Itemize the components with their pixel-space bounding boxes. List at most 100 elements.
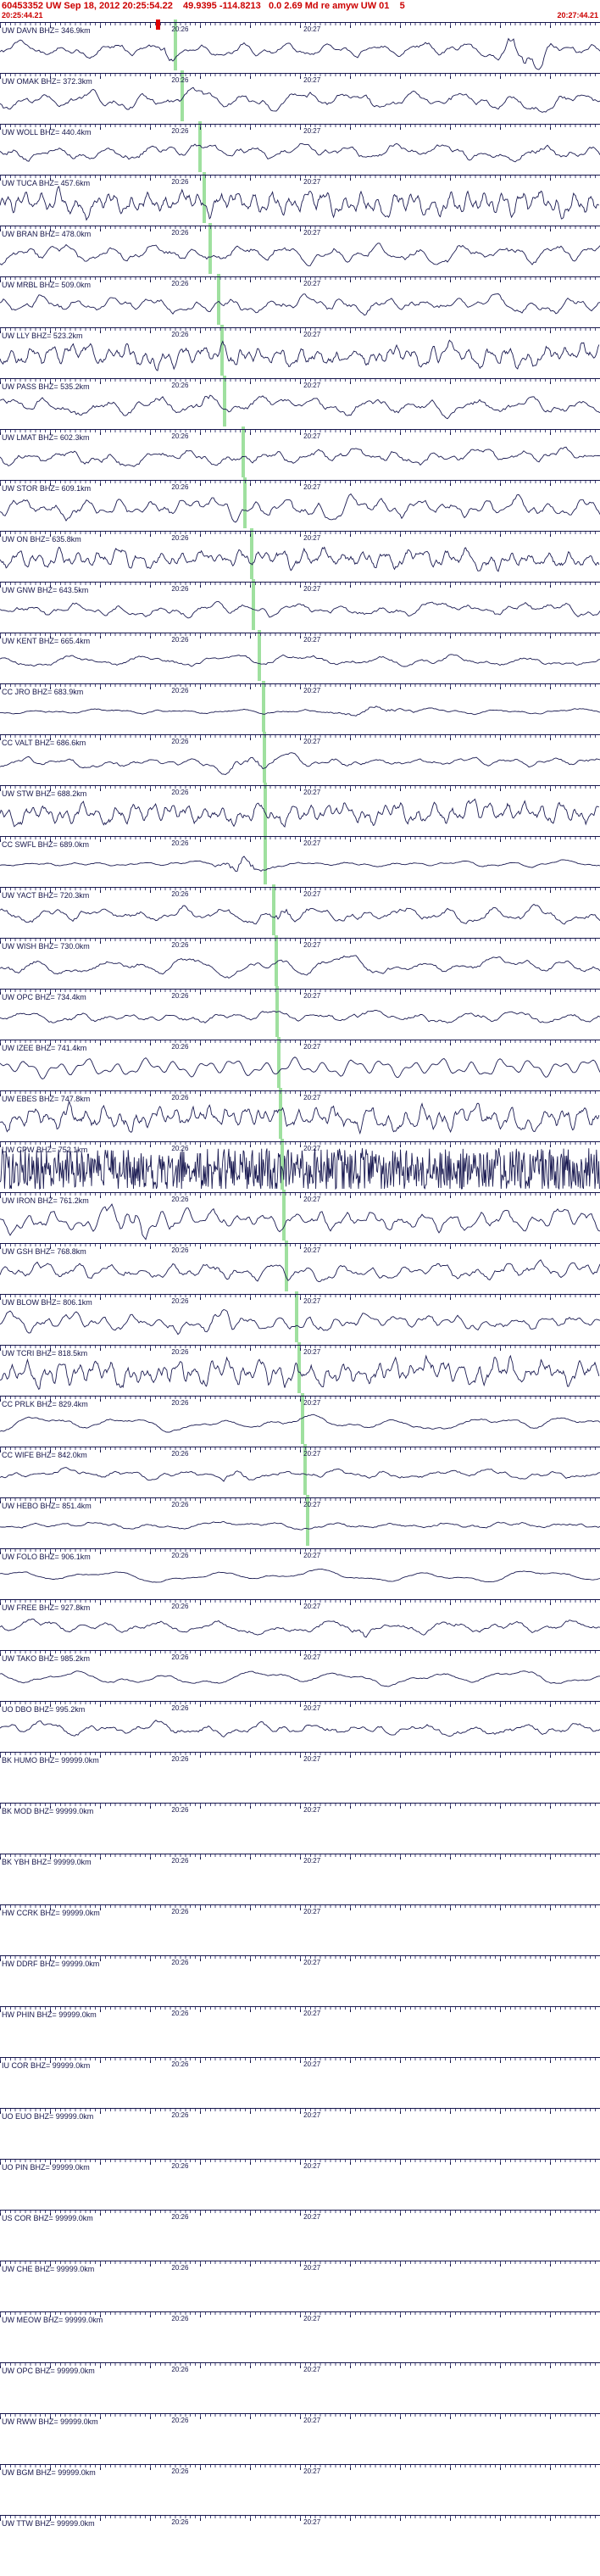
waveform[interactable] xyxy=(0,274,600,325)
trace-row[interactable]: 20:26 20:27 UW MEOW BHZ= 99999.0km xyxy=(0,2309,600,2360)
waveform[interactable] xyxy=(0,477,600,528)
phase-arrival-marker[interactable] xyxy=(241,427,245,477)
waveform[interactable] xyxy=(0,783,600,834)
phase-arrival-marker[interactable] xyxy=(203,172,207,223)
trace-row[interactable]: 20:26 20:27 UW RWW BHZ= 99999.0km xyxy=(0,2411,600,2462)
waveform[interactable] xyxy=(0,1342,600,1393)
waveform[interactable] xyxy=(0,1291,600,1342)
phase-arrival-marker[interactable] xyxy=(262,681,266,732)
phase-arrival-marker[interactable] xyxy=(279,1088,283,1139)
waveform[interactable] xyxy=(0,376,600,427)
trace-row[interactable]: 20:26 20:27 UW DAVN BHZ= 346.9km xyxy=(0,20,600,70)
waveform[interactable] xyxy=(0,1190,600,1241)
waveform[interactable] xyxy=(0,20,600,70)
phase-arrival-marker[interactable] xyxy=(277,1037,281,1088)
waveform[interactable] xyxy=(0,172,600,223)
waveform[interactable] xyxy=(0,579,600,630)
trace-row[interactable]: 20:26 20:27 UW GNW BHZ= 643.5km xyxy=(0,579,600,630)
trace-row[interactable]: 20:26 20:27 UW FOLO BHZ= 906.1km xyxy=(0,1546,600,1597)
pick-marker[interactable] xyxy=(156,20,161,30)
trace-row[interactable]: 20:26 20:27 UW IRON BHZ= 761.2km xyxy=(0,1190,600,1241)
phase-arrival-marker[interactable] xyxy=(280,1139,284,1190)
waveform[interactable] xyxy=(0,935,600,986)
trace-row[interactable]: 20:26 20:27 UW OPC BHZ= 99999.0km xyxy=(0,2360,600,2411)
phase-arrival-marker[interactable] xyxy=(271,884,275,935)
trace-row[interactable]: 20:26 20:27 HW DDRF BHZ= 99999.0km xyxy=(0,1953,600,2004)
trace-row[interactable]: 20:26 20:27 UW CHE BHZ= 99999.0km xyxy=(0,2258,600,2309)
trace-row[interactable]: 20:26 20:27 UW ON BHZ= 635.8km xyxy=(0,528,600,579)
phase-arrival-marker[interactable] xyxy=(263,834,267,884)
phase-arrival-marker[interactable] xyxy=(306,1495,310,1546)
trace-row[interactable]: 20:26 20:27 BK MOD BHZ= 99999.0km xyxy=(0,1800,600,1851)
trace-row[interactable]: 20:26 20:27 HW PHIN BHZ= 99999.0km xyxy=(0,2004,600,2055)
phase-arrival-marker[interactable] xyxy=(303,1444,308,1495)
trace-row[interactable]: 20:26 20:27 UW TAKO BHZ= 985.2km xyxy=(0,1648,600,1698)
waveform[interactable] xyxy=(0,1241,600,1291)
phase-arrival-marker[interactable] xyxy=(297,1342,302,1393)
trace-row[interactable]: 20:26 20:27 CC SWFL BHZ= 689.0km xyxy=(0,834,600,884)
phase-arrival-marker[interactable] xyxy=(263,732,267,783)
trace-row[interactable]: 20:26 20:27 UW BLOW BHZ= 806.1km xyxy=(0,1291,600,1342)
trace-row[interactable]: 20:26 20:27 UW LMAT BHZ= 602.3km xyxy=(0,427,600,477)
phase-arrival-marker[interactable] xyxy=(252,579,256,630)
waveform[interactable] xyxy=(0,1444,600,1495)
waveform[interactable] xyxy=(0,1139,600,1190)
phase-arrival-marker[interactable] xyxy=(263,783,267,834)
waveform[interactable] xyxy=(0,834,600,884)
waveform[interactable] xyxy=(0,1037,600,1088)
waveform[interactable] xyxy=(0,1393,600,1444)
trace-row[interactable]: 20:26 20:27 UW IZEE BHZ= 741.4km xyxy=(0,1037,600,1088)
waveform[interactable] xyxy=(0,223,600,274)
waveform[interactable] xyxy=(0,528,600,579)
waveform[interactable] xyxy=(0,121,600,172)
phase-arrival-marker[interactable] xyxy=(208,223,212,274)
phase-arrival-marker[interactable] xyxy=(242,477,247,528)
phase-arrival-marker[interactable] xyxy=(282,1190,286,1241)
waveform[interactable] xyxy=(0,1495,600,1546)
waveform[interactable] xyxy=(0,630,600,681)
waveform[interactable] xyxy=(0,732,600,783)
waveform[interactable] xyxy=(0,427,600,477)
waveform[interactable] xyxy=(0,681,600,732)
trace-row[interactable]: 20:26 20:27 UW PASS BHZ= 535.2km xyxy=(0,376,600,427)
trace-row[interactable]: 20:26 20:27 UW BRAN BHZ= 478.0km xyxy=(0,223,600,274)
phase-arrival-marker[interactable] xyxy=(181,70,185,121)
phase-arrival-marker[interactable] xyxy=(223,376,227,427)
trace-row[interactable]: 20:26 20:27 UW TCRI BHZ= 818.5km xyxy=(0,1342,600,1393)
waveform[interactable] xyxy=(0,70,600,121)
trace-row[interactable]: 20:26 20:27 UW FREE BHZ= 927.8km xyxy=(0,1597,600,1648)
trace-row[interactable]: 20:26 20:27 UW TUCA BHZ= 457.6km xyxy=(0,172,600,223)
trace-row[interactable]: 20:26 20:27 UO PIN BHZ= 99999.0km xyxy=(0,2156,600,2207)
trace-row[interactable]: 20:26 20:27 UW HEBO BHZ= 851.4km xyxy=(0,1495,600,1546)
waveform[interactable] xyxy=(0,1546,600,1597)
trace-row[interactable]: 20:26 20:27 BK YBH BHZ= 99999.0km xyxy=(0,1851,600,1902)
trace-row[interactable]: 20:26 20:27 UO EUO BHZ= 99999.0km xyxy=(0,2105,600,2156)
trace-row[interactable]: 20:26 20:27 UW STOR BHZ= 609.1km xyxy=(0,477,600,528)
trace-row[interactable]: 20:26 20:27 UW WOLL BHZ= 440.4km xyxy=(0,121,600,172)
waveform[interactable] xyxy=(0,1088,600,1139)
trace-row[interactable]: 20:26 20:27 UW BGM BHZ= 99999.0km xyxy=(0,2462,600,2512)
trace-row[interactable]: 20:26 20:27 UW YACT BHZ= 720.3km xyxy=(0,884,600,935)
trace-row[interactable]: 20:26 20:27 US COR BHZ= 99999.0km xyxy=(0,2207,600,2258)
trace-row[interactable]: 20:26 20:27 CC PRLK BHZ= 829.4km xyxy=(0,1393,600,1444)
waveform[interactable] xyxy=(0,884,600,935)
trace-row[interactable]: 20:26 20:27 IU COR BHZ= 99999.0km xyxy=(0,2055,600,2105)
trace-row[interactable]: 20:26 20:27 UO DBO BHZ= 995.2km xyxy=(0,1698,600,1749)
phase-arrival-marker[interactable] xyxy=(284,1241,288,1291)
phase-arrival-marker[interactable] xyxy=(257,630,261,681)
trace-row[interactable]: 20:26 20:27 UW OMAK BHZ= 372.3km xyxy=(0,70,600,121)
waveform[interactable] xyxy=(0,325,600,376)
trace-row[interactable]: 20:26 20:27 UW WISH BHZ= 730.0km xyxy=(0,935,600,986)
trace-row[interactable]: 20:26 20:27 UW STW BHZ= 688.2km xyxy=(0,783,600,834)
trace-row[interactable]: 20:26 20:27 UW EBES BHZ= 747.8km xyxy=(0,1088,600,1139)
waveform[interactable] xyxy=(0,986,600,1037)
trace-row[interactable]: 20:26 20:27 HW CCRK BHZ= 99999.0km xyxy=(0,1902,600,1953)
trace-row[interactable]: 20:26 20:27 UW LLY BHZ= 523.2km xyxy=(0,325,600,376)
trace-row[interactable]: 20:26 20:27 UW KENT BHZ= 665.4km xyxy=(0,630,600,681)
phase-arrival-marker[interactable] xyxy=(219,325,224,376)
trace-row[interactable]: 20:26 20:27 UW CPW BHZ= 752.1km xyxy=(0,1139,600,1190)
phase-arrival-marker[interactable] xyxy=(274,935,278,986)
phase-arrival-marker[interactable] xyxy=(216,274,220,325)
trace-row[interactable]: 20:26 20:27 UW TTW BHZ= 99999.0km xyxy=(0,2512,600,2563)
trace-row[interactable]: 20:26 20:27 CC JRO BHZ= 683.9km xyxy=(0,681,600,732)
